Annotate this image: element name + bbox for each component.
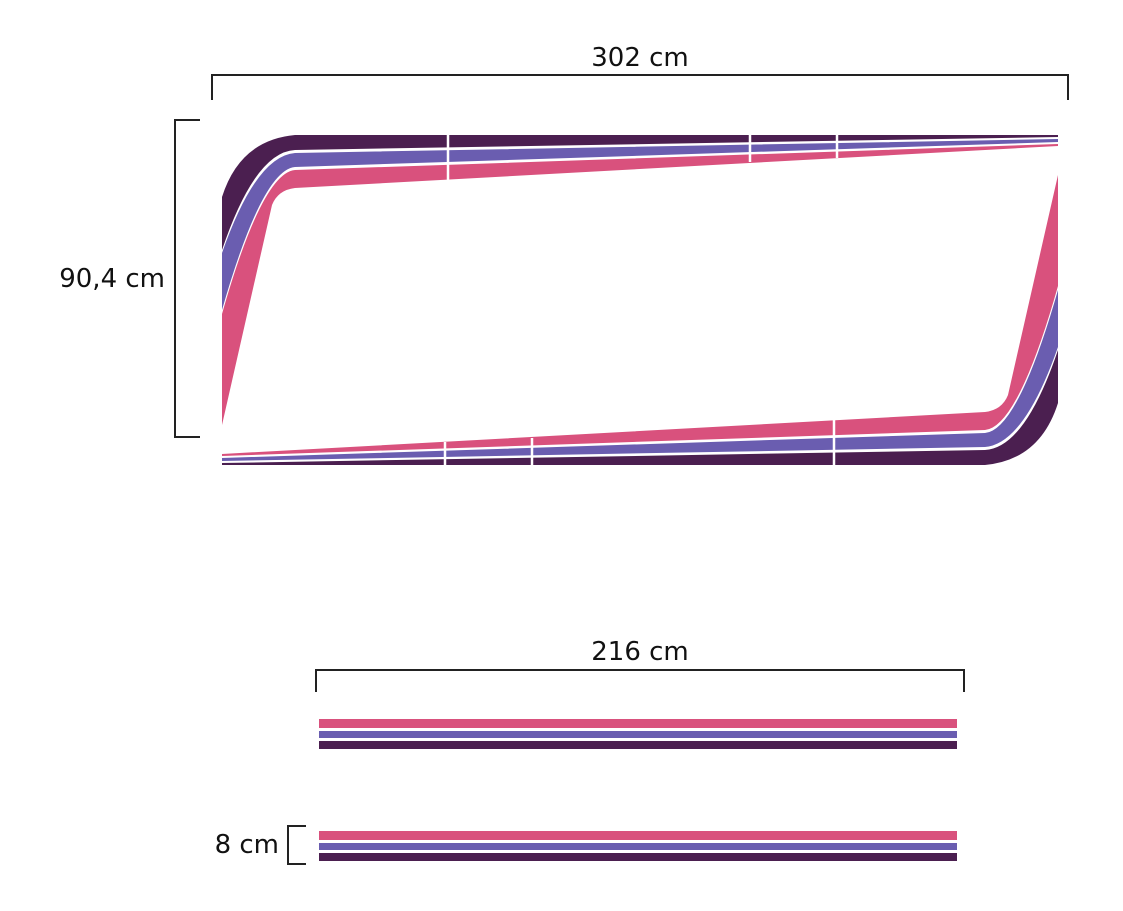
band-pink — [319, 831, 957, 840]
band-dark-purple — [319, 853, 957, 861]
height-dimension-90-4 — [174, 119, 200, 438]
label-302cm: 302 cm — [591, 43, 689, 73]
label-216cm: 216 cm — [591, 637, 689, 667]
decal-bottom-stripe — [222, 175, 1058, 470]
width-dimension-302 — [211, 74, 1069, 100]
band-dark-purple — [319, 741, 957, 749]
band-pink — [222, 144, 1058, 425]
band-purple — [222, 139, 1058, 310]
band-pink — [319, 719, 957, 728]
band-pink — [222, 175, 1058, 456]
band-purple — [319, 843, 957, 850]
cut-lines — [446, 130, 839, 182]
height-dimension-8 — [287, 825, 306, 865]
label-8cm: 8 cm — [215, 830, 279, 860]
band-purple — [319, 731, 957, 738]
decal-top-stripe — [222, 130, 1058, 425]
band-dark-purple — [222, 350, 1058, 465]
label-90-4cm: 90,4 cm — [59, 264, 165, 294]
straight-strip-1 — [319, 719, 957, 749]
cut-lines — [443, 418, 836, 470]
straight-strip-2 — [319, 831, 957, 861]
band-dark-purple — [222, 135, 1058, 250]
length-dimension-216 — [315, 669, 965, 692]
band-purple — [222, 290, 1058, 461]
